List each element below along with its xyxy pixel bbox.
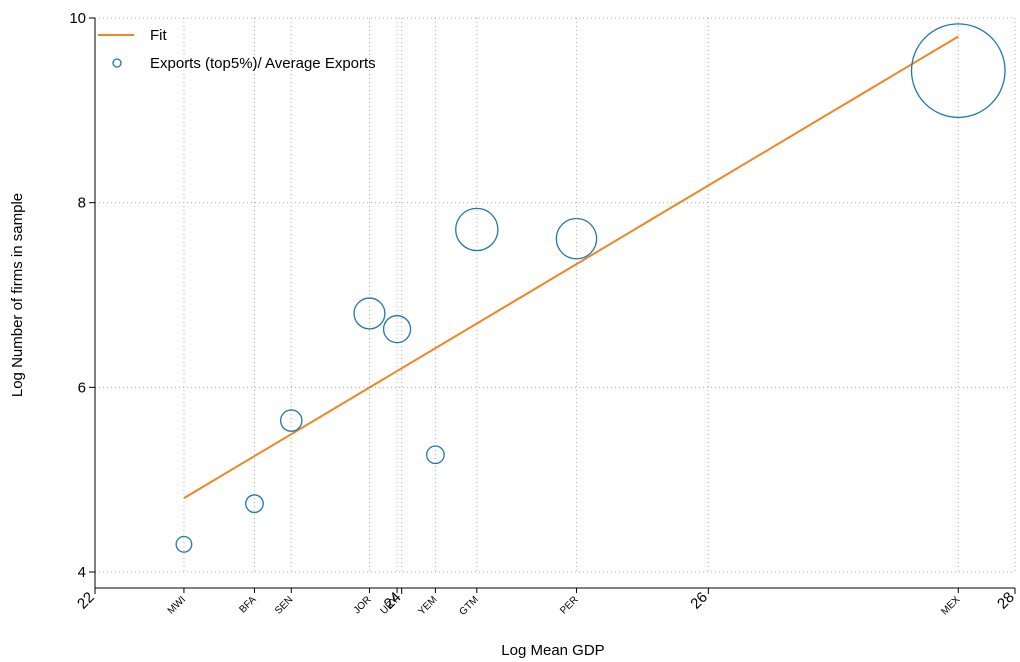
x-axis-title: Log Mean GDP	[501, 642, 604, 659]
y-tick-label: 6	[78, 379, 86, 396]
country-tick-label: MEX	[939, 594, 962, 617]
legend: Fit Exports (top5%)/ Average Exports	[98, 27, 376, 72]
data-point-mex	[910, 23, 1006, 119]
x-tick-label: 26	[687, 589, 711, 613]
data-point-jor	[353, 297, 386, 330]
fit-layer	[183, 35, 959, 499]
data-point-yem	[425, 445, 445, 465]
fit-line	[183, 35, 959, 499]
x-tick-label: 28	[994, 589, 1018, 613]
legend-fit-label: Fit	[150, 27, 167, 44]
country-tick-label: JOR	[352, 594, 374, 616]
grid	[94, 17, 1016, 573]
country-tick-label: MWI	[166, 594, 188, 616]
country-tick-label: SEN	[273, 594, 295, 616]
country-tick-label: PER	[558, 594, 580, 616]
data-point-sen	[279, 409, 303, 432]
axes	[94, 18, 1015, 589]
y-axis-title: Log Number of firms in sample	[9, 193, 26, 397]
points-layer	[175, 23, 1006, 553]
country-tick-label: BFA	[237, 594, 258, 615]
data-point-ury	[382, 315, 412, 344]
y-tick-label: 4	[78, 564, 86, 581]
y-tick-label: 8	[78, 195, 86, 212]
data-point-gtm	[455, 207, 499, 252]
x-tick-label: 22	[74, 589, 98, 613]
data-point-bfa	[245, 494, 264, 514]
legend-marker-label: Exports (top5%)/ Average Exports	[150, 55, 376, 72]
country-tick-label: YEM	[416, 594, 439, 617]
data-point-per	[555, 217, 598, 260]
legend-marker-swatch	[112, 58, 122, 68]
data-point-mwi	[175, 535, 193, 553]
y-tick-label: 10	[69, 10, 86, 27]
country-tick-label: GTM	[457, 594, 480, 617]
